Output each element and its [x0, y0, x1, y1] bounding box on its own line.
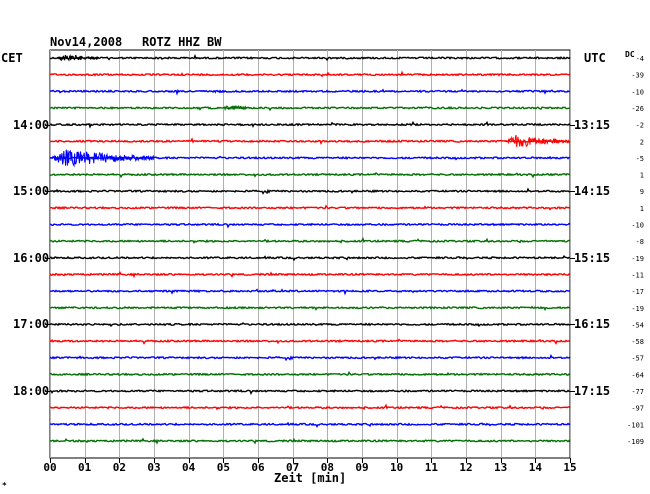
- seismic-trace-row: [49, 421, 571, 428]
- dc-offset-labels: -4 -39 -10 -26 -2 2 -5 1 9 1 -10 -8 -19 -11 -17 -19 -54 -…: [627, 55, 644, 446]
- dc-offset-label: -77: [631, 388, 644, 396]
- x-tick-label: 09: [355, 461, 368, 474]
- seismic-trace-row: [49, 70, 571, 78]
- x-tick-label: 01: [78, 461, 92, 474]
- seismic-trace-row: [49, 204, 571, 211]
- seismic-traces: [49, 53, 571, 445]
- x-tick-label: 00: [43, 461, 56, 474]
- seismic-trace-row: [49, 254, 571, 262]
- x-tick-label: 10: [390, 461, 403, 474]
- dc-header-label: DC: [625, 50, 635, 59]
- seismic-bursts: [49, 54, 570, 168]
- seismic-trace-row: [49, 288, 571, 296]
- dc-offset-label: -58: [631, 338, 644, 346]
- dc-offset-label: -8: [636, 238, 644, 246]
- utc-time-label: 14:15: [574, 184, 611, 199]
- cet-time-label: 15:00: [13, 184, 50, 199]
- x-axis-title: Zeit [min]: [274, 471, 347, 485]
- seismic-trace-row: [49, 53, 571, 62]
- dc-offset-label: -19: [631, 255, 644, 263]
- utc-time-label: 16:15: [574, 317, 611, 332]
- seismic-event-burst: [56, 54, 99, 62]
- utc-zone-label: UTC: [584, 51, 606, 65]
- seismic-trace-row: [49, 305, 571, 311]
- seismic-trace-row: [49, 88, 571, 96]
- grid-lines: [45, 49, 575, 463]
- seismic-trace-row: [49, 403, 571, 411]
- utc-time-label: 17:15: [574, 384, 611, 398]
- x-tick-label: 05: [217, 461, 230, 474]
- x-tick-label: 02: [113, 461, 126, 474]
- dc-offset-label: -4: [636, 55, 644, 63]
- dc-offset-label: -5: [636, 155, 644, 163]
- dc-offset-label: -11: [631, 271, 644, 279]
- x-tick-label: 07: [286, 461, 299, 474]
- x-tick-labels: 00 01 02 03 04 05 06 07 08 09 10 11 12 13 14 15: [43, 461, 576, 474]
- x-tick-label: 11: [425, 461, 439, 474]
- seismic-trace-row: [49, 187, 571, 195]
- station-label: ROTZ HHZ BW: [142, 35, 222, 49]
- seismic-event-burst: [49, 149, 155, 168]
- seismic-trace-row: [49, 389, 571, 396]
- seismic-trace-row: [49, 105, 571, 112]
- x-tick-label: 08: [321, 461, 334, 474]
- date-label: Nov14,2008: [50, 35, 123, 49]
- seismic-trace-row: [49, 120, 571, 129]
- dc-offset-label: -10: [631, 88, 644, 96]
- dc-offset-label: -101: [627, 421, 644, 429]
- seismic-trace-row: [49, 353, 571, 362]
- dc-offset-label: -39: [631, 72, 644, 80]
- corner-mark: *: [2, 481, 7, 490]
- dc-offset-label: -17: [631, 288, 644, 296]
- seismic-trace-row: [49, 322, 571, 328]
- utc-time-label: 15:15: [574, 250, 611, 265]
- x-tick-label: 04: [182, 461, 196, 474]
- cet-time-label: 18:00: [13, 384, 50, 398]
- dc-offset-label: -64: [631, 371, 644, 379]
- seismic-event-burst: [503, 134, 570, 148]
- dc-offset-label: -26: [631, 105, 644, 113]
- plot-frame: [49, 49, 571, 459]
- dc-offset-label: -19: [631, 305, 644, 313]
- cet-time-label: 14:00: [13, 117, 50, 132]
- x-tick-label: 03: [147, 461, 160, 474]
- dc-offset-label: -97: [631, 405, 644, 413]
- seismic-event-burst: [212, 89, 228, 94]
- seismic-trace-row: [49, 171, 571, 179]
- seismic-trace-row: [49, 155, 571, 161]
- dc-offset-label: 9: [640, 188, 644, 196]
- dc-offset-label: 2: [640, 138, 644, 146]
- seismic-trace-row: [49, 338, 571, 345]
- dc-offset-label: 1: [640, 172, 644, 180]
- x-tick-label: 15: [563, 461, 576, 474]
- seismic-trace-row: [49, 370, 571, 377]
- dc-offset-label: -57: [631, 355, 644, 363]
- seismic-trace-row: [49, 222, 571, 229]
- x-tick-label: 14: [529, 461, 543, 474]
- x-tick-label: 12: [459, 461, 472, 474]
- dc-offset-label: 1: [640, 205, 644, 213]
- dc-offset-label: -109: [627, 438, 644, 446]
- cet-time-label: 17:00: [13, 317, 50, 332]
- dc-offset-label: -10: [631, 222, 644, 230]
- seismic-event-burst: [223, 104, 252, 112]
- utc-time-label: 13:15: [574, 117, 611, 132]
- x-tick-label: 06: [251, 461, 265, 474]
- seismic-trace-row: [49, 237, 571, 244]
- cet-time-label: 16:00: [13, 250, 50, 265]
- x-tick-label: 13: [494, 461, 507, 474]
- cet-zone-label: CET: [1, 51, 23, 65]
- seismic-trace-row: [49, 137, 571, 145]
- dc-offset-label: -54: [631, 321, 644, 329]
- seismic-trace-row: [49, 437, 571, 445]
- dc-offset-label: -2: [636, 122, 644, 130]
- seismic-trace-row: [49, 270, 571, 279]
